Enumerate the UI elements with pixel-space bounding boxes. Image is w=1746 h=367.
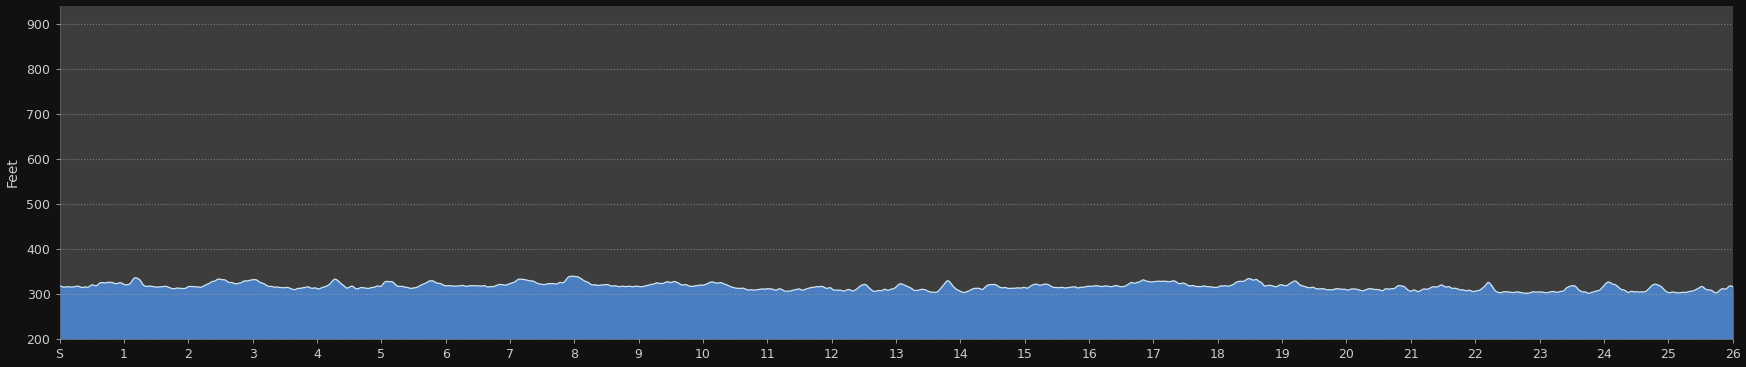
Y-axis label: Feet: Feet xyxy=(5,157,19,188)
